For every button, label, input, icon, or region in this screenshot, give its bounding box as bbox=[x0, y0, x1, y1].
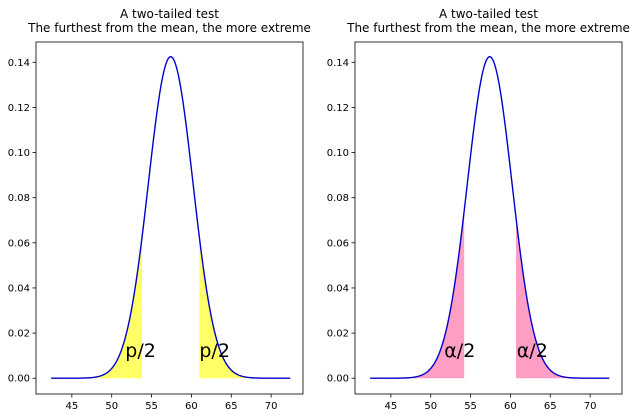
chart-right-subtitle: The furthest from the mean, the more ext… bbox=[346, 21, 630, 35]
chart-right-annotation-upper: α/2 bbox=[517, 340, 548, 362]
y-tick-label: 0.00 bbox=[327, 374, 349, 385]
y-tick-label: 0.04 bbox=[8, 283, 30, 294]
chart-left-shading bbox=[51, 237, 291, 379]
chart-left-tail-region-lower bbox=[51, 237, 142, 379]
chart-right-title: A two-tailed test bbox=[439, 7, 538, 21]
y-tick-label: 0.06 bbox=[327, 238, 349, 249]
y-tick-label: 0.08 bbox=[8, 193, 30, 204]
x-tick-label: 50 bbox=[424, 401, 437, 412]
y-tick-label: 0.14 bbox=[8, 58, 30, 69]
y-tick-label: 0.12 bbox=[327, 103, 349, 114]
y-tick-label: 0.02 bbox=[8, 329, 30, 340]
x-tick-label: 55 bbox=[464, 401, 477, 412]
chart-left-curve bbox=[51, 55, 291, 379]
x-tick-label: 70 bbox=[584, 401, 597, 412]
chart-left-x-ticks: 45 50 55 60 65 70 bbox=[65, 394, 277, 412]
chart-right-tail-region-lower bbox=[370, 210, 465, 379]
chart-left-axes-frame bbox=[35, 41, 304, 395]
chart-right-curve bbox=[370, 55, 610, 379]
y-tick-label: 0.12 bbox=[8, 103, 30, 114]
chart-right-x-ticks: 45 50 55 60 65 70 bbox=[384, 394, 596, 412]
chart-right-annotations: α/2 α/2 bbox=[444, 340, 548, 362]
chart-left-subtitle: The furthest from the mean, the more ext… bbox=[27, 21, 311, 35]
y-tick-label: 0.04 bbox=[327, 283, 349, 294]
chart-right-annotation-lower: α/2 bbox=[444, 340, 475, 362]
chart-right-y-ticks: 0.00 0.02 0.04 0.06 0.08 0.10 0.12 0.14 bbox=[327, 58, 355, 385]
x-tick-label: 70 bbox=[265, 401, 278, 412]
chart-left: A two-tailed test The furthest from the … bbox=[8, 7, 311, 412]
chart-right-shading bbox=[370, 210, 610, 379]
chart-right: A two-tailed test The furthest from the … bbox=[327, 7, 630, 412]
y-tick-label: 0.14 bbox=[327, 58, 349, 69]
x-tick-label: 45 bbox=[65, 401, 78, 412]
chart-left-y-ticks: 0.00 0.02 0.04 0.06 0.08 0.10 0.12 0.14 bbox=[8, 58, 36, 385]
x-tick-label: 60 bbox=[185, 401, 198, 412]
chart-right-tail-region-upper bbox=[516, 217, 610, 379]
x-tick-label: 45 bbox=[384, 401, 397, 412]
chart-left-annotation-lower: p/2 bbox=[125, 340, 156, 362]
x-tick-label: 65 bbox=[225, 401, 238, 412]
chart-left-annotation-upper: p/2 bbox=[199, 340, 230, 362]
x-tick-label: 60 bbox=[504, 401, 517, 412]
chart-left-annotations: p/2 p/2 bbox=[125, 340, 230, 362]
y-tick-label: 0.06 bbox=[8, 238, 30, 249]
y-tick-label: 0.08 bbox=[327, 193, 349, 204]
chart-right-axes-frame bbox=[354, 41, 623, 395]
x-tick-label: 65 bbox=[544, 401, 557, 412]
x-tick-label: 55 bbox=[145, 401, 158, 412]
y-tick-label: 0.02 bbox=[327, 329, 349, 340]
y-tick-label: 0.10 bbox=[8, 148, 30, 159]
chart-left-title: A two-tailed test bbox=[120, 7, 219, 21]
x-tick-label: 50 bbox=[105, 401, 118, 412]
y-tick-label: 0.10 bbox=[327, 148, 349, 159]
chart-left-tail-region-upper bbox=[199, 237, 291, 379]
y-tick-label: 0.00 bbox=[8, 374, 30, 385]
